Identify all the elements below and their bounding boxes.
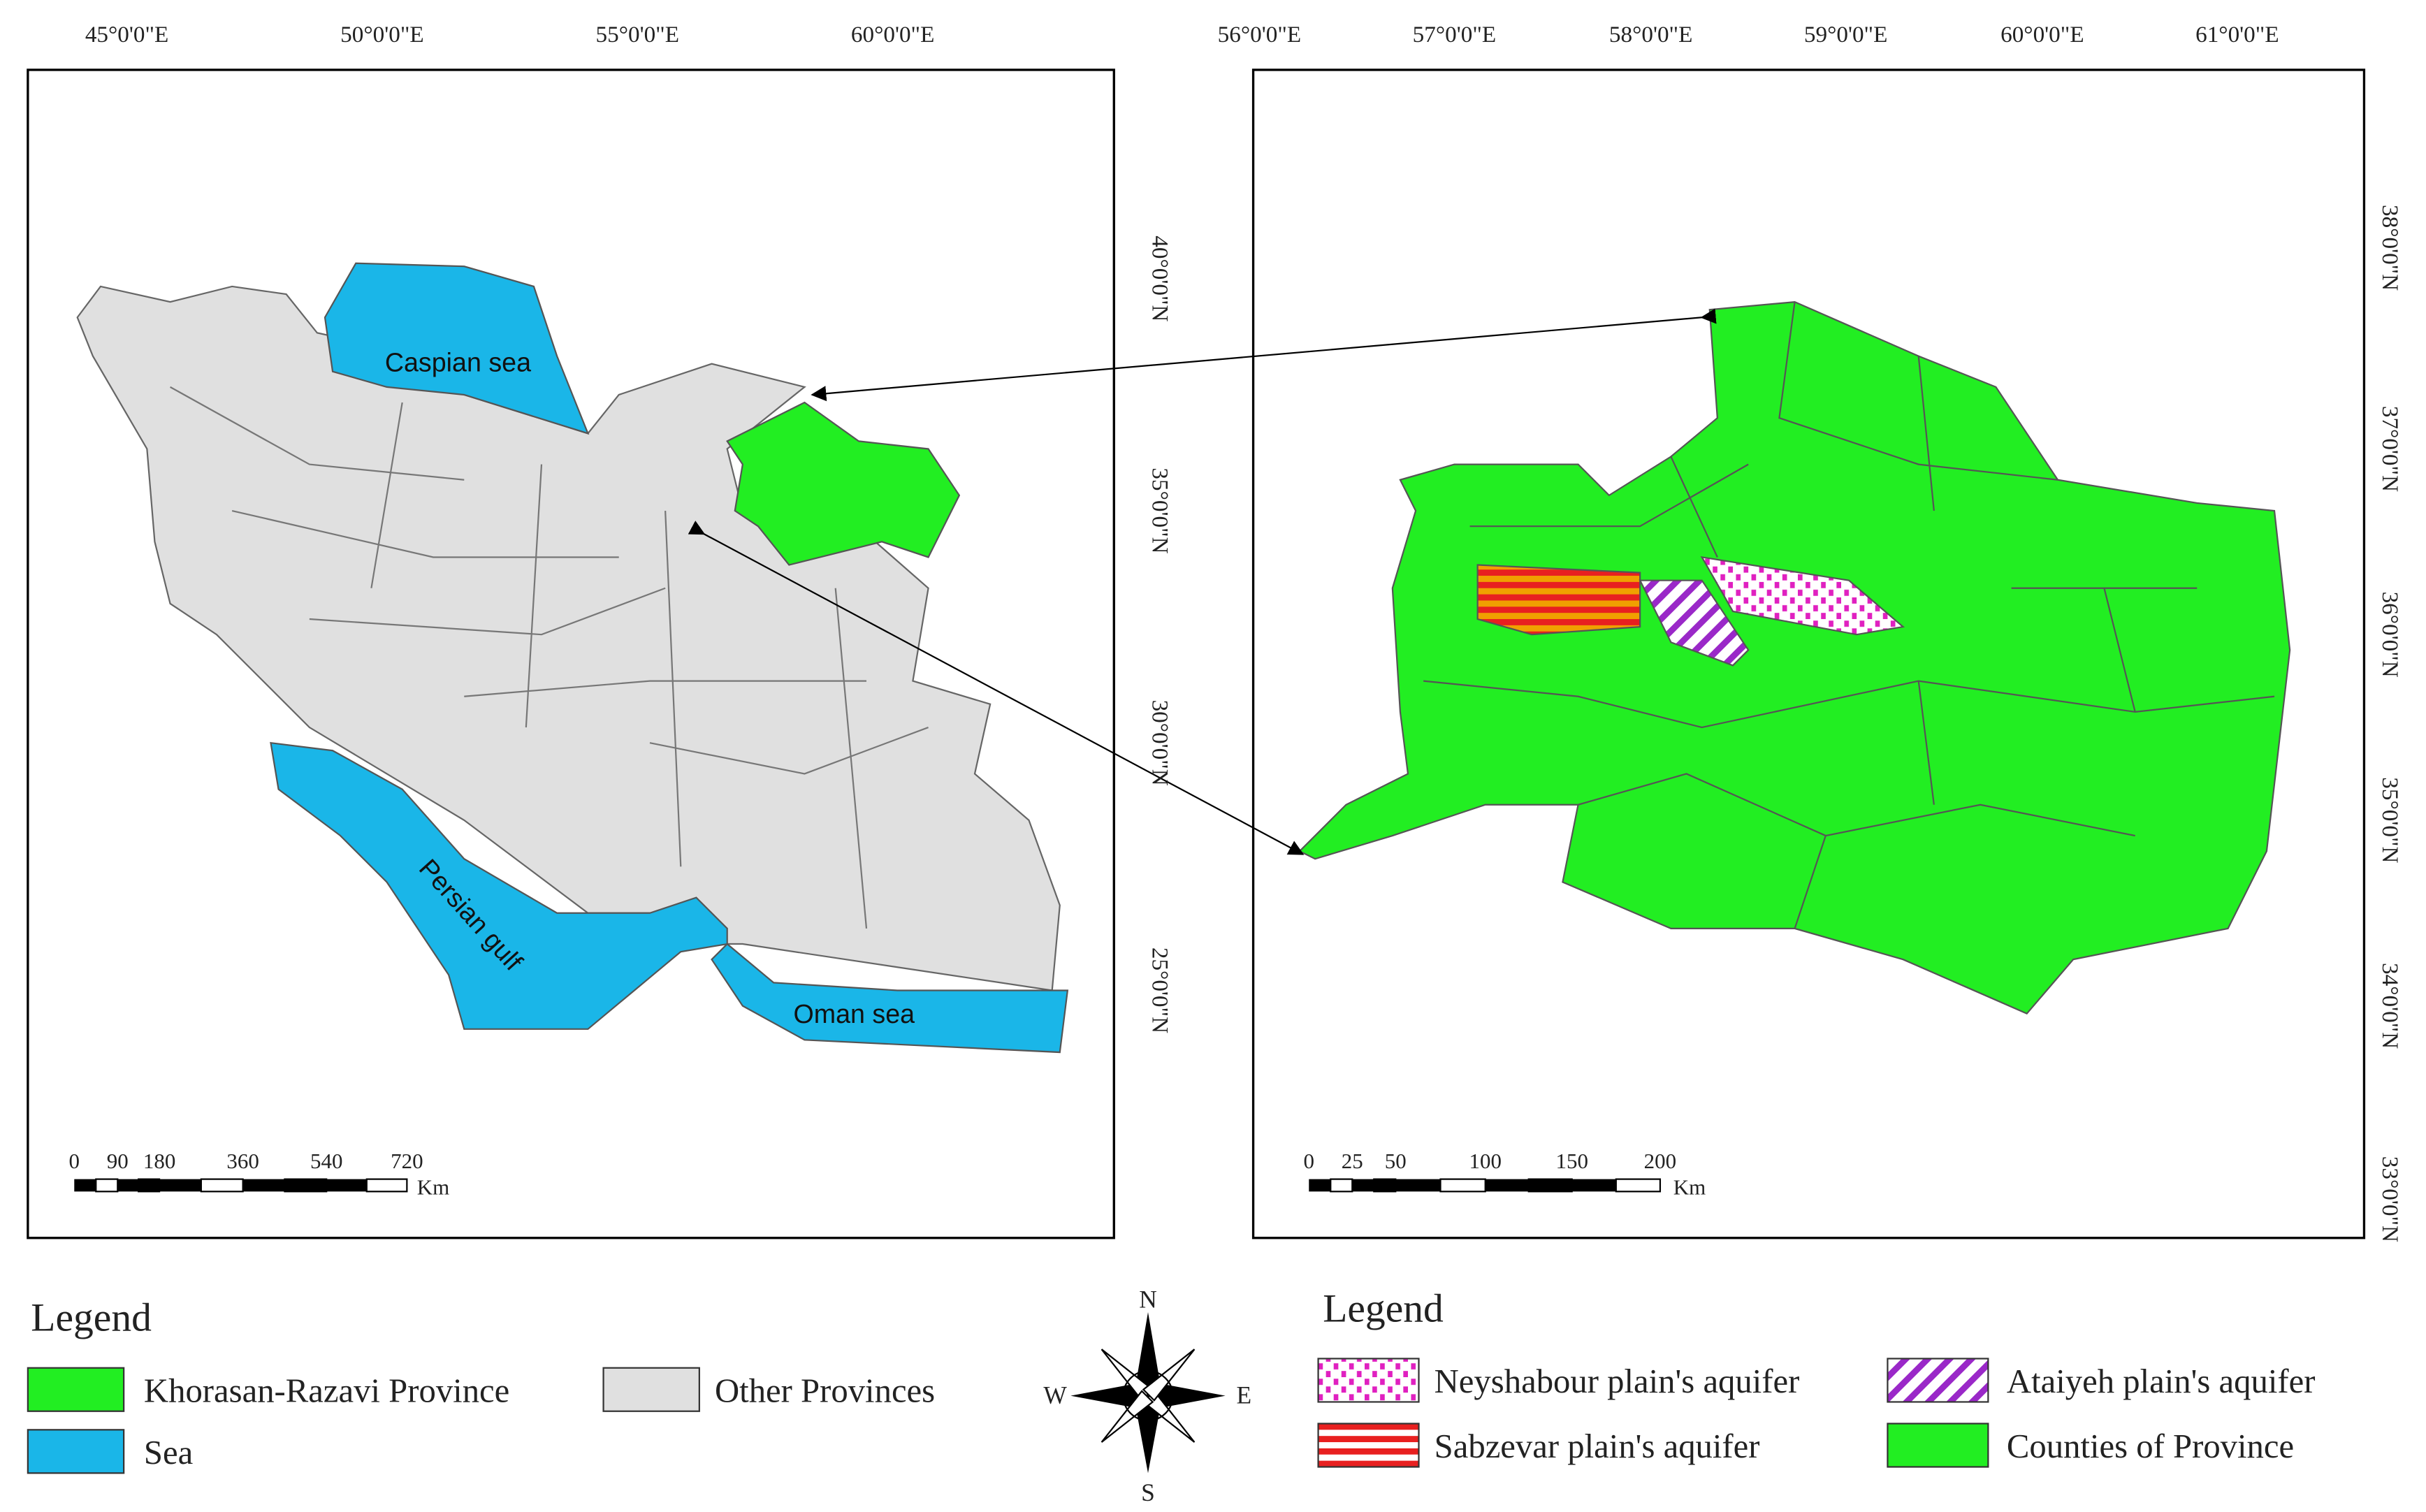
scale-label: 50: [1385, 1149, 1407, 1173]
x-coord-label: 57°0'0"E: [1413, 22, 1497, 48]
scale-segment: [95, 1178, 119, 1193]
y-coord-label: 35°0'0"N: [2377, 777, 2403, 863]
y-coord-label: 36°0'0"N: [2377, 592, 2403, 678]
legend-swatch: [1317, 1358, 1420, 1403]
scale-segment: [117, 1179, 139, 1192]
compass-label: W: [1043, 1381, 1067, 1409]
scale-label: 720: [391, 1149, 423, 1173]
scale-segment: [1330, 1178, 1353, 1193]
scale-segment: [200, 1178, 244, 1193]
sea-label: Caspian sea: [385, 348, 531, 377]
x-coord-label: 61°0'0"E: [2195, 22, 2279, 48]
legend-label: Ataiyeh plain's aquifer: [2007, 1362, 2316, 1400]
scale-segment: [1485, 1179, 1529, 1192]
scale-segment: [242, 1179, 285, 1192]
neyshabour-aquifer: [1700, 556, 1905, 636]
persian-gulf: [270, 741, 728, 1030]
scale-label: 0: [69, 1149, 80, 1173]
oman-sea: [711, 943, 1069, 1054]
x-coord-label: 60°0'0"E: [851, 22, 935, 48]
y-coord-label: 35°0'0"N: [1147, 467, 1173, 553]
y-coord-label: 40°0'0"N: [1147, 235, 1173, 321]
scale-label: 25: [1342, 1149, 1363, 1173]
x-coord-label: 56°0'0"E: [1218, 22, 1302, 48]
x-coord-label: 50°0'0"E: [340, 22, 424, 48]
x-coord-label: 55°0'0"E: [596, 22, 680, 48]
scale-label: 100: [1469, 1149, 1501, 1173]
scale-label: 150: [1555, 1149, 1588, 1173]
legend-title: Legend: [31, 1296, 152, 1340]
scale-segment: [326, 1179, 367, 1192]
compass: [1070, 1312, 1226, 1474]
scale-segment: [1615, 1178, 1662, 1193]
sea-label: Oman sea: [793, 999, 915, 1028]
scale-segment: [159, 1179, 201, 1192]
scale-segment: [365, 1178, 408, 1193]
x-coord-label: 45°0'0"E: [85, 22, 169, 48]
ataiyeh-aquifer: [1639, 579, 1750, 667]
legend-label: Sea: [144, 1434, 193, 1471]
legend-label: Khorasan-Razavi Province: [144, 1372, 509, 1409]
county-borders: [1423, 301, 2275, 929]
arrow: [688, 521, 1305, 855]
compass-label: S: [1141, 1478, 1155, 1506]
legend-swatch: [1887, 1423, 1989, 1468]
x-coord-label: 59°0'0"E: [1804, 22, 1888, 48]
scale-label: 90: [107, 1149, 129, 1173]
scale-label: 540: [310, 1149, 342, 1173]
scale-segment: [1373, 1178, 1397, 1193]
y-coord-label: 37°0'0"N: [2377, 406, 2403, 492]
scale-segment: [1352, 1179, 1374, 1192]
legend-label: Sabzevar plain's aquifer: [1434, 1427, 1760, 1465]
scale-segment: [284, 1178, 328, 1193]
scale-label: 180: [143, 1149, 175, 1173]
legend-label: Other Provinces: [715, 1372, 935, 1409]
scale-segment: [138, 1178, 161, 1193]
sabzevar-aquifer: [1476, 564, 1641, 636]
scale-label: 360: [226, 1149, 259, 1173]
scale-segment: [1309, 1179, 1331, 1192]
legend-swatch: [27, 1429, 125, 1474]
y-coord-label: 34°0'0"N: [2377, 963, 2403, 1049]
caspian: [324, 262, 590, 435]
scale-segment: [1571, 1179, 1616, 1192]
legend-swatch: [1317, 1423, 1420, 1468]
y-coord-label: 33°0'0"N: [2377, 1156, 2403, 1242]
arrow: [811, 308, 1717, 402]
scale-segment: [1395, 1179, 1441, 1192]
x-coord-label: 58°0'0"E: [1609, 22, 1693, 48]
legend-title: Legend: [1323, 1286, 1444, 1330]
y-coord-label: 38°0'0"N: [2377, 205, 2403, 291]
compass-label: N: [1139, 1285, 1157, 1313]
legend-swatch: [1887, 1358, 1989, 1403]
legend-swatch: [602, 1367, 700, 1412]
legend-label: Counties of Province: [2007, 1427, 2294, 1465]
legend-swatch: [27, 1367, 125, 1412]
scale-unit: Km: [1673, 1175, 1706, 1200]
scale-segment: [1527, 1178, 1573, 1193]
legend-label: Neyshabour plain's aquifer: [1434, 1362, 1800, 1400]
scale-segment: [1439, 1178, 1486, 1193]
y-coord-label: 25°0'0"N: [1147, 947, 1173, 1033]
scale-unit: Km: [417, 1175, 449, 1200]
x-coord-label: 60°0'0"E: [2000, 22, 2084, 48]
scale-label: 0: [1304, 1149, 1315, 1173]
scale-segment: [74, 1179, 96, 1192]
y-coord-label: 30°0'0"N: [1147, 700, 1173, 786]
compass-label: E: [1236, 1381, 1251, 1409]
scale-label: 200: [1644, 1149, 1676, 1173]
